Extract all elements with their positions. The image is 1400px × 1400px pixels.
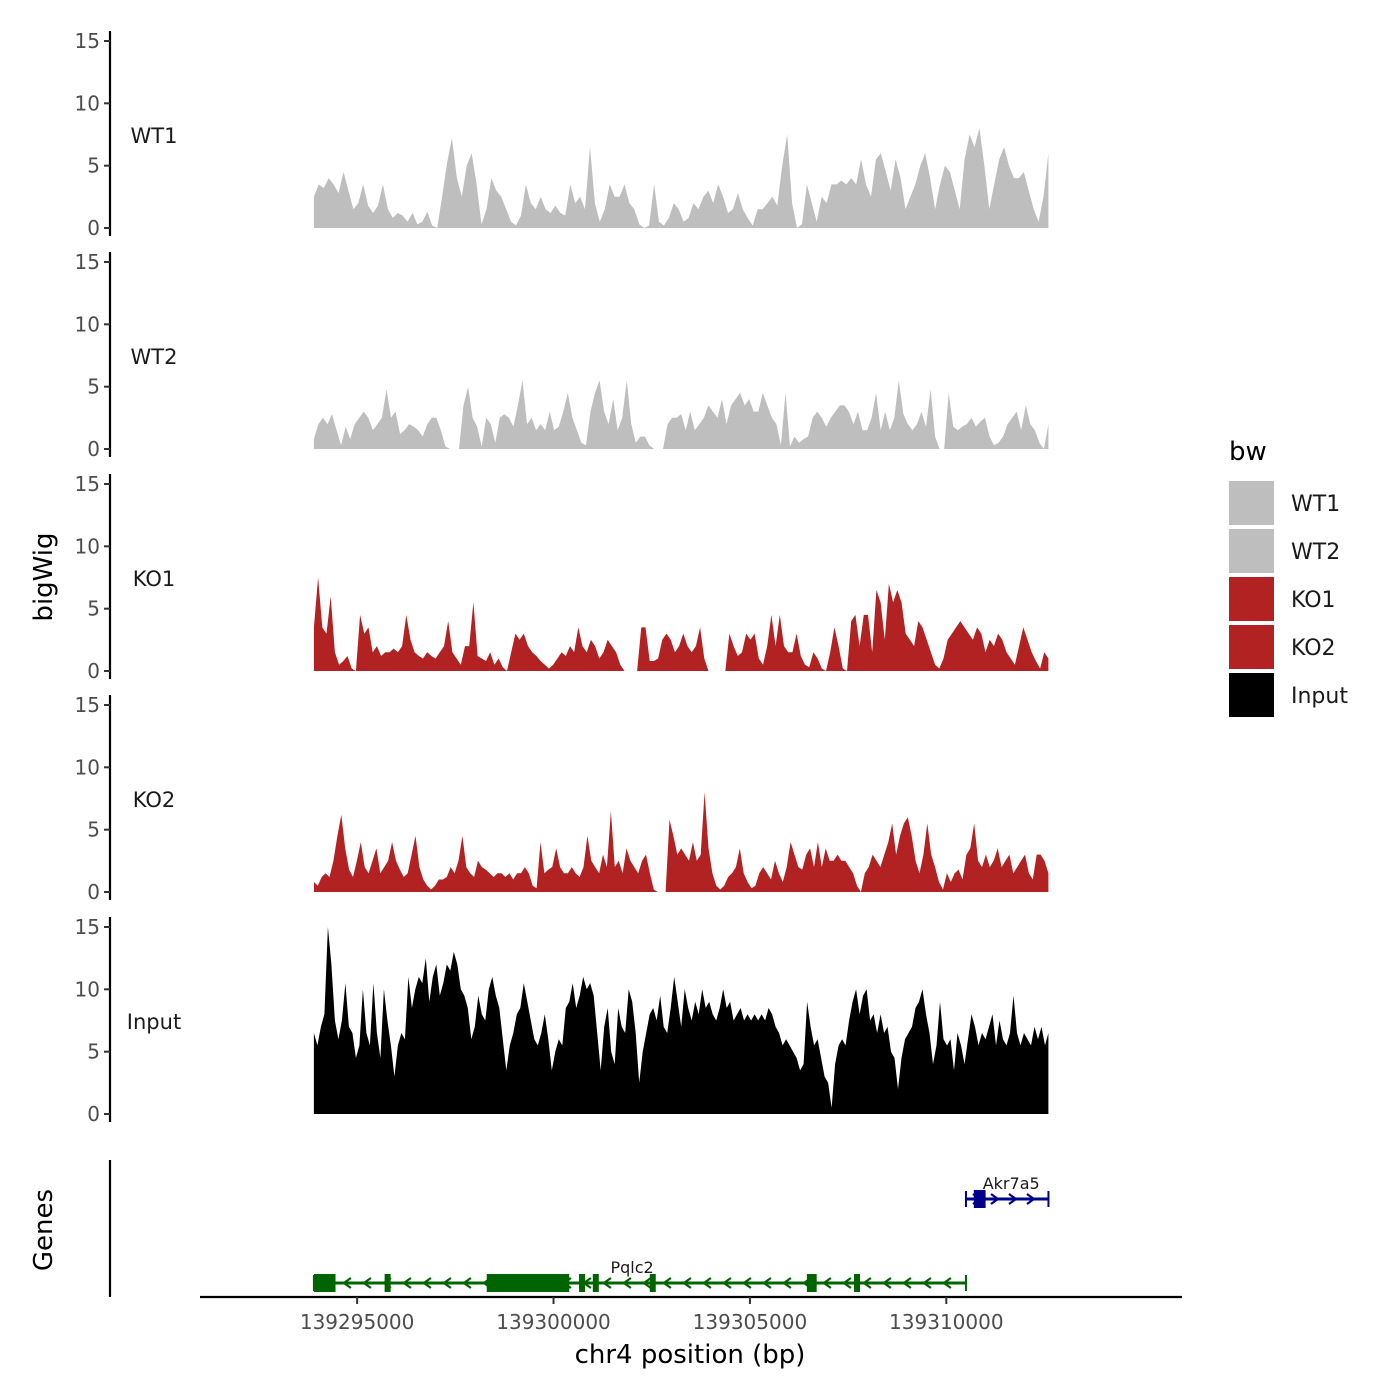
legend: bw WT1 WT2 KO1 KO2 Input	[1229, 437, 1348, 717]
y-tick-label: 10	[75, 91, 100, 115]
exon	[854, 1274, 861, 1292]
strand-chevron	[602, 1277, 612, 1289]
signal-area-wt1	[313, 128, 1049, 228]
y-tick-label: 5	[87, 818, 100, 842]
bigwig-track-panels: 0 5 10 15 WT1 0 5 10 15 WT2 0 5 10 15 KO1 0 5 10 15 KO2 0 5 10…	[75, 29, 1049, 1126]
legend-swatch	[1229, 481, 1274, 525]
strand-chevron	[782, 1277, 792, 1289]
strand-chevron	[990, 1193, 1000, 1205]
strand-chevron	[822, 1277, 832, 1289]
exon	[649, 1274, 656, 1292]
x-tick-label: 139300000	[496, 1310, 611, 1334]
legend-label: KO1	[1291, 588, 1336, 613]
track-label: Input	[127, 1010, 181, 1034]
exon	[384, 1274, 391, 1292]
gene-label: Pqlc2	[610, 1258, 653, 1277]
x-axis: 139295000 139300000 139305000 139310000	[200, 1295, 1182, 1334]
strand-chevron	[702, 1277, 712, 1289]
genes-axis-title: Genes	[29, 1189, 59, 1271]
strand-chevron	[422, 1277, 432, 1289]
y-tick-label: 10	[75, 534, 100, 558]
strand-chevron	[662, 1277, 672, 1289]
y-tick-label: 0	[87, 659, 100, 683]
track-input: 0 5 10 15 Input	[75, 915, 1049, 1126]
gene-akr7a5: Akr7a5	[964, 1174, 1050, 1208]
strand-chevron	[742, 1277, 752, 1289]
y-tick-label: 15	[75, 693, 100, 717]
strand-chevron	[1026, 1193, 1036, 1205]
signal-area-wt2	[313, 380, 1049, 449]
strand-chevron	[942, 1277, 952, 1289]
legend-label: Input	[1291, 684, 1348, 709]
y-tick-label: 15	[75, 915, 100, 939]
y-tick-label: 0	[87, 216, 100, 240]
exon	[579, 1274, 586, 1292]
y-tick-label: 10	[75, 977, 100, 1001]
y-tick-label: 15	[75, 472, 100, 496]
strand-chevron	[442, 1277, 452, 1289]
legend-label: KO2	[1291, 636, 1336, 661]
x-tick-label: 139305000	[693, 1310, 808, 1334]
y-tick-label: 10	[75, 312, 100, 336]
exon	[313, 1274, 336, 1292]
x-tick-label: 139295000	[300, 1310, 415, 1334]
legend-title: bw	[1229, 437, 1267, 467]
track-label: WT2	[131, 345, 178, 369]
legend-swatch	[1229, 577, 1274, 621]
legend-swatch	[1229, 625, 1274, 669]
track-label: WT1	[131, 124, 178, 148]
y-tick-label: 15	[75, 250, 100, 274]
strand-chevron	[902, 1277, 912, 1289]
track-label: KO1	[133, 567, 176, 591]
gene-pqlc2: Pqlc2	[312, 1258, 967, 1292]
strand-chevron	[882, 1277, 892, 1289]
exon	[806, 1274, 817, 1292]
signal-area-input	[313, 927, 1049, 1114]
strand-chevron	[362, 1277, 372, 1289]
strand-chevron	[622, 1277, 632, 1289]
exon	[592, 1274, 599, 1292]
exon	[973, 1190, 986, 1208]
track-wt1: 0 5 10 15 WT1	[75, 29, 1049, 240]
y-tick-label: 5	[87, 154, 100, 178]
x-axis-title: chr4 position (bp)	[575, 1340, 806, 1370]
track-ko1: 0 5 10 15 KO1	[75, 472, 1049, 683]
strand-chevron	[1008, 1193, 1018, 1205]
signal-area-ko1	[313, 577, 1049, 671]
strand-chevron	[682, 1277, 692, 1289]
y-tick-label: 15	[75, 29, 100, 53]
strand-chevron	[402, 1277, 412, 1289]
strand-chevron	[762, 1277, 772, 1289]
y-tick-label: 5	[87, 1040, 100, 1064]
y-tick-label: 5	[87, 375, 100, 399]
track-label: KO2	[133, 788, 176, 812]
strand-chevron	[842, 1277, 852, 1289]
y-axis-title: bigWig	[29, 532, 59, 621]
y-tick-label: 0	[87, 437, 100, 461]
exon	[486, 1274, 570, 1292]
strand-chevron	[722, 1277, 732, 1289]
strand-chevron	[642, 1277, 652, 1289]
x-tick-label: 139310000	[889, 1310, 1004, 1334]
track-wt2: 0 5 10 15 WT2	[75, 250, 1049, 461]
strand-chevron	[862, 1277, 872, 1289]
y-tick-label: 0	[87, 880, 100, 904]
legend-label: WT1	[1291, 492, 1340, 517]
strand-chevron	[342, 1277, 352, 1289]
y-tick-label: 10	[75, 755, 100, 779]
gene-track: Pqlc2 Akr7a5	[108, 1160, 1050, 1297]
gene-label: Akr7a5	[983, 1174, 1040, 1193]
strand-chevron	[922, 1277, 932, 1289]
y-tick-label: 0	[87, 1102, 100, 1126]
track-ko2: 0 5 10 15 KO2	[75, 693, 1049, 904]
legend-swatch	[1229, 673, 1274, 717]
signal-area-ko2	[313, 792, 1049, 892]
y-tick-label: 5	[87, 597, 100, 621]
legend-label: WT2	[1291, 540, 1340, 565]
legend-swatch	[1229, 529, 1274, 573]
strand-chevron	[462, 1277, 472, 1289]
